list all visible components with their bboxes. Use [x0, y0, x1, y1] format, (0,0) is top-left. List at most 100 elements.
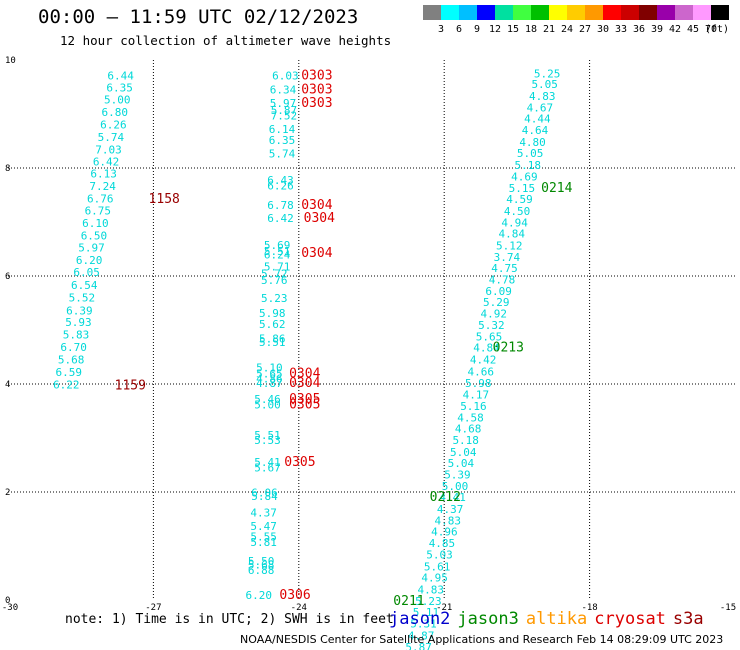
wave-height-label: 6.22 [53, 378, 80, 391]
wave-height-label: 4.69 [511, 170, 537, 183]
wave-height-label: 5.65 [476, 330, 503, 343]
wave-height-label: 6.10 [82, 217, 109, 230]
y-tick-label: 8 [5, 164, 10, 174]
wave-height-label: 6.14 [269, 123, 296, 136]
wave-height-label: 5.62 [259, 318, 286, 331]
pass-time-label: 0305 [289, 392, 320, 407]
pass-time-label: 0305 [284, 455, 315, 470]
scale-label: 18 [525, 24, 537, 35]
wave-height-label: 4.83 [529, 90, 556, 103]
wave-height-label: 6.34 [270, 83, 297, 96]
wave-height-label: 3.74 [494, 251, 521, 264]
scale-swatch [585, 5, 604, 20]
y-tick-label: 10 [5, 56, 16, 66]
y-tick-label: 2 [5, 488, 10, 498]
scale-label: 33 [615, 24, 627, 35]
wave-height-label: 5.51 [259, 336, 286, 349]
satellite-legend-altika: altika [525, 609, 588, 629]
scale-label: 12 [489, 24, 501, 35]
wave-height-label: 5.18 [514, 159, 541, 172]
wave-height-label: 4.84 [473, 342, 500, 355]
scale-swatch [639, 5, 658, 20]
wave-height-label: 6.42 [267, 212, 294, 225]
wave-height-label: 4.87 [256, 377, 283, 390]
wave-height-label: 6.44 [107, 69, 134, 82]
wave-height-label: 5.00 [442, 480, 469, 493]
satellite-legend-jason3: jason3 [457, 609, 519, 629]
wave-height-label: 6.70 [60, 341, 87, 354]
wave-height-label: 7.52 [271, 109, 298, 122]
chart-subtitle: 12 hour collection of altimeter wave hei… [60, 33, 392, 48]
scale-swatch [675, 5, 694, 20]
scale-label: 39 [651, 24, 663, 35]
wave-height-label: 5.03 [426, 548, 453, 561]
wave-height-label: 5.51 [264, 245, 291, 258]
scale-swatch [441, 5, 460, 20]
scale-label: 6 [456, 24, 462, 35]
wave-height-label: 4.83 [418, 584, 445, 597]
wave-height-label: 5.87 [271, 104, 298, 117]
wave-height-label: 5.10 [256, 362, 283, 375]
wave-height-label: 6.20 [245, 589, 272, 602]
wave-height-label: 4.37 [250, 506, 276, 519]
wave-height-label: 4.92 [481, 308, 508, 321]
scale-swatch [459, 5, 478, 20]
wave-height-label: 5.53 [254, 434, 281, 447]
wave-height-label: 6.54 [71, 279, 98, 292]
pass-time-label: 1158 [149, 192, 180, 207]
wave-height-label: 5.05 [531, 78, 558, 91]
scale-swatch [693, 5, 712, 20]
pass-time-label: 0304 [304, 211, 335, 226]
y-tick-label: 0 [5, 596, 10, 606]
wave-height-label: 5.84 [251, 490, 278, 503]
wave-height-label: 4.68 [455, 423, 482, 436]
scale-swatch [711, 5, 729, 20]
wave-height-label: 5.52 [69, 291, 96, 304]
wave-height-label: 4.75 [491, 262, 517, 275]
scale-label: 21 [543, 24, 555, 35]
wave-height-label: 6.03 [272, 69, 299, 82]
scale-swatch [549, 5, 568, 20]
wave-height-label: 4.44 [524, 113, 551, 126]
wave-height-label: 5.86 [259, 332, 286, 345]
pass-time-label: 0303 [301, 82, 332, 97]
wave-height-label: 5.50 [248, 555, 275, 568]
scale-label: 30 [597, 24, 609, 35]
wave-height-label: 4.59 [506, 193, 532, 206]
wave-height-label: 5.51 [254, 429, 281, 442]
wave-height-label: 5.74 [98, 131, 125, 144]
wave-height-label: 5.68 [248, 559, 275, 572]
wave-height-label: 4.83 [435, 514, 462, 527]
wave-height-label: 7.03 [95, 143, 122, 156]
wave-height-label: 6.05 [73, 266, 100, 279]
wave-height-label: 5.11 [413, 606, 440, 619]
wave-height-label: 4.64 [522, 124, 549, 137]
wave-height-label: 5.25 [534, 67, 561, 80]
wave-height-label: 6.24 [264, 249, 291, 262]
wave-height-label: 5.39 [444, 469, 471, 482]
wave-height-label: 5.41 [254, 456, 281, 469]
scale-label: 45 [687, 24, 699, 35]
y-tick-label: 4 [5, 380, 10, 390]
wave-height-label: 5.68 [58, 353, 85, 366]
wave-height-label: 5.69 [264, 239, 291, 252]
scale-swatch [495, 5, 514, 20]
wave-height-label: 5.93 [65, 316, 92, 329]
pass-time-label: 0213 [493, 341, 524, 356]
pass-time-label: 0211 [393, 594, 424, 609]
pass-time-label: 0304 [289, 367, 320, 382]
x-tick-label: -27 [145, 603, 161, 613]
units-note: note: 1) Time is in UTC; 2) SWH is in fe… [65, 612, 394, 627]
wave-height-label: 5.00 [254, 398, 281, 411]
wave-height-label: 6.09 [485, 285, 512, 298]
wave-height-label: 4.94 [501, 216, 528, 229]
wave-height-label: 6.26 [267, 180, 294, 193]
wave-height-label: 5.31 [410, 618, 437, 631]
wave-height-label: 5.72 [261, 268, 288, 281]
wave-height-label: 6.76 [87, 193, 114, 206]
wave-height-label: 5.97 [270, 97, 297, 110]
wave-height-label: 4.78 [489, 274, 515, 287]
scale-swatch [657, 5, 676, 20]
wave-height-label: 4.17 [463, 389, 490, 402]
satellite-legend-cryosat: cryosat [594, 609, 666, 629]
